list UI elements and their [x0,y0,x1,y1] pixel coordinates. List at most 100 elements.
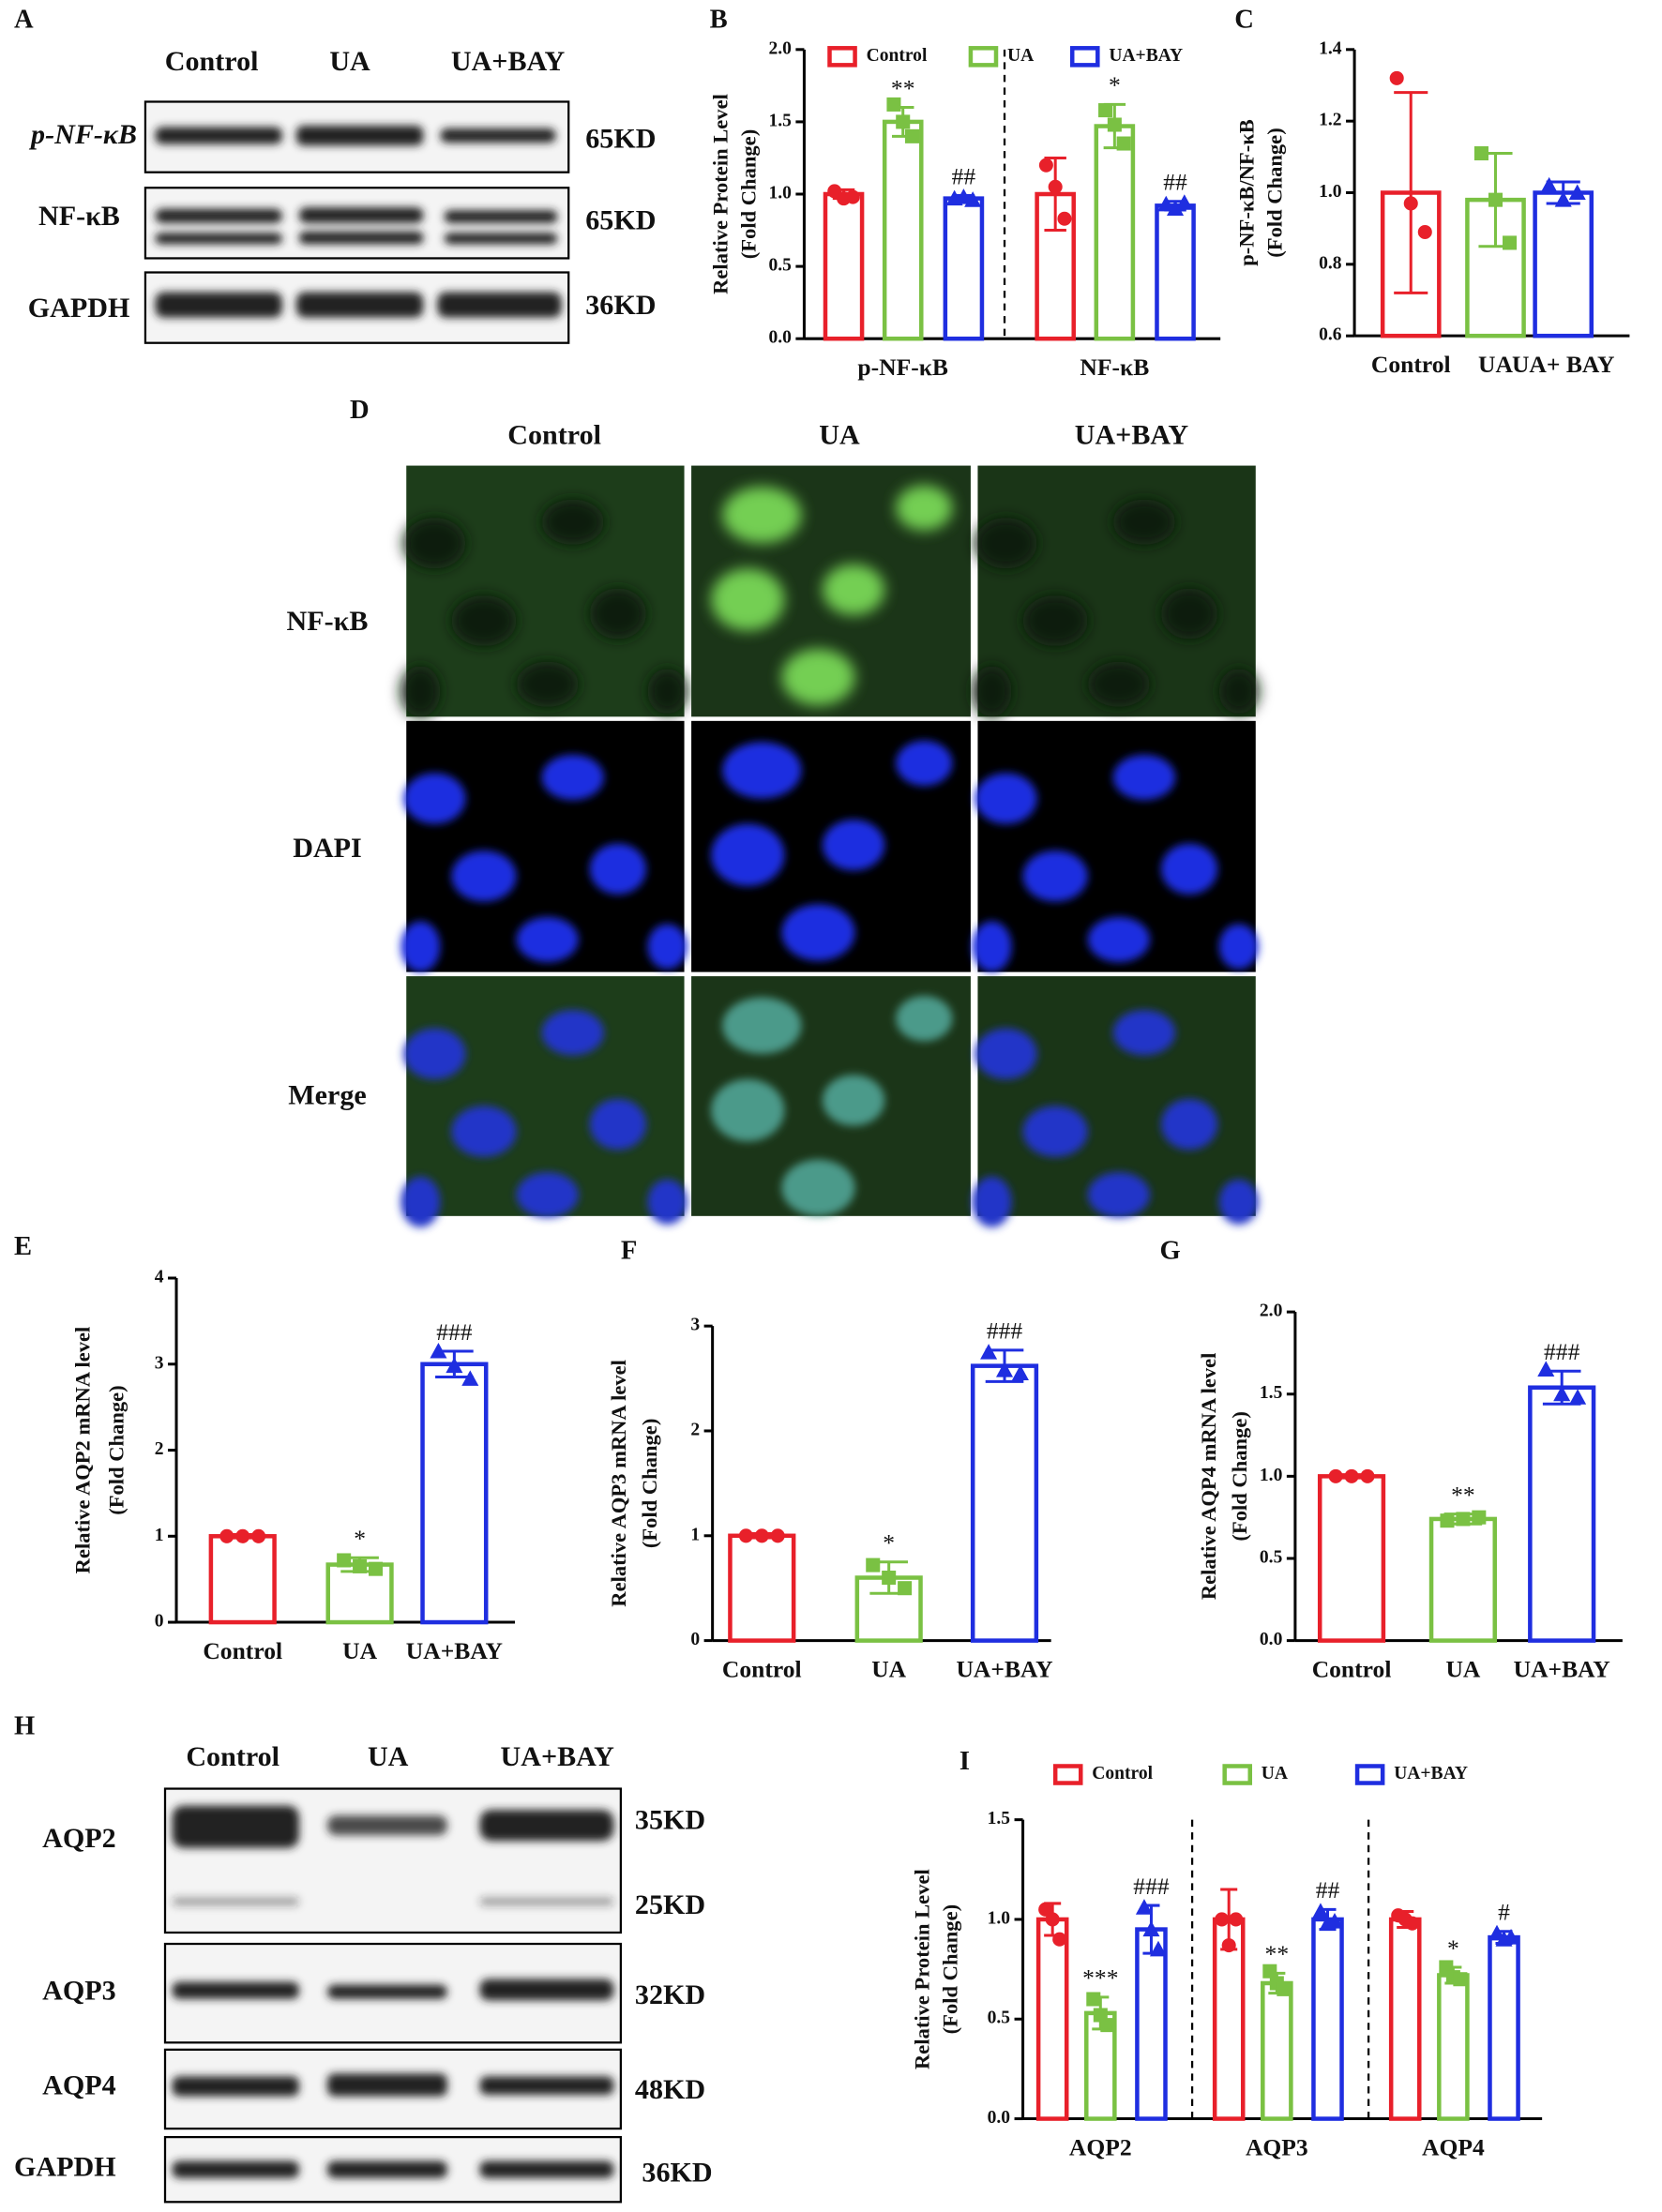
size-label: 35KD [635,1804,705,1836]
y-tick-label: 3 [690,1316,700,1335]
y-axis-label: Relative Protein Level [708,94,732,294]
significance-label: ## [1316,1876,1340,1904]
y-tick-label: 1.0 [768,183,792,203]
panel-label: B [710,5,728,34]
blot-h: Control UA UA+BAY AQP2 AQP3 AQP4 GAPDH 3… [14,1740,713,2204]
data-point [1100,2018,1115,2033]
data-point [235,1528,250,1543]
y-tick-label: 1.0 [1319,182,1342,202]
data-point [1569,1389,1587,1405]
lane-label: UA [368,1740,409,1772]
size-label: 36KD [585,289,656,321]
data-point [845,189,860,204]
significance-label: ** [1451,1481,1475,1508]
data-point [1221,1938,1236,1953]
bar [1035,1917,1069,2121]
row-label: GAPDH [28,292,130,324]
y-tick-label: 2.0 [1260,1302,1283,1321]
chart: 0 1 2 3 4 Control UA UA+BAY Relative AQP2 mRNA l… [70,1268,516,1664]
lane-label: Control [165,45,259,77]
panel-label: C [1234,5,1254,34]
panel-label: F [621,1237,637,1266]
bar [1135,1927,1168,2121]
bar [1388,1917,1422,2121]
panel-label: G [1159,1237,1180,1266]
lane-label: UA [329,45,370,77]
data-point [1048,179,1063,194]
micrograph [400,465,687,717]
data-point [1503,235,1518,250]
data-point [1311,1903,1329,1919]
data-point [1553,1385,1571,1402]
x-tick-label: UA+BAY [1514,1656,1610,1683]
data-point [1107,117,1122,132]
data-point [1403,196,1418,211]
bar [1428,1516,1498,1643]
micrograph [972,720,1259,972]
x-tick-label: Control [203,1637,282,1664]
panel-label: E [14,1232,32,1261]
data-point [1175,194,1193,210]
y-axis-label: (Fold Change) [736,129,760,259]
x-tick-label: NF-κB [1080,354,1149,381]
y-axis-label: (Fold Change) [939,1904,962,2034]
x-tick-label: UA+BAY [956,1656,1052,1683]
bar [1261,1980,1293,2121]
size-label: 65KD [585,204,656,236]
x-tick-label: Control [722,1656,802,1683]
bar [1437,1973,1470,2121]
immunofluorescence-d: Control UA UA+BAY NF-κB DAPI Merge [287,418,1259,1227]
data-point [446,1357,463,1374]
size-label: 65KD [585,123,656,155]
data-point [1098,103,1113,118]
size-label: 48KD [635,2073,705,2105]
row-label: GAPDH [14,2151,116,2183]
x-tick-label: AQP2 [1069,2134,1132,2161]
y-tick-label: 1.5 [988,1809,1011,1828]
bar [420,1362,489,1625]
data-point [461,1370,479,1386]
y-tick-label: 2 [155,1439,164,1459]
data-point [1325,1913,1344,1929]
data-point [955,188,973,204]
blot-a: Control UA UA+BAY p-NF-κB NF-κB GAPDH 65… [28,45,656,344]
y-tick-label: 1 [155,1526,164,1545]
significance-label: * [1447,1934,1459,1962]
panel-label: H [14,1711,35,1740]
panel-label: A [14,5,34,34]
y-tick-label: 0 [155,1612,164,1632]
y-axis-label: Relative Protein Level [910,1869,933,2069]
row-label: AQP4 [42,2069,116,2100]
data-point [882,1570,897,1586]
legend-label: UA+BAY [1394,1764,1468,1783]
bar [1311,1917,1344,2121]
data-point [1052,1932,1067,1947]
y-axis-label: (Fold Change) [1228,1411,1251,1541]
data-point [1328,1468,1343,1483]
data-point [1157,195,1175,212]
bar [970,1363,1039,1643]
chart: 0.0 0.5 1.0 1.5 2.0 p-NF-κB NF-κB Relative Prot… [708,38,1221,381]
data-point [1405,1916,1420,1931]
lane-label: UA+BAY [501,1740,615,1772]
y-tick-label: 1.4 [1319,38,1342,58]
data-point [1142,1920,1160,1937]
row-label: DAPI [293,832,362,864]
column-label: UA+BAY [1075,418,1189,450]
micrograph [691,720,971,972]
significance-label: * [1109,71,1121,98]
legend-label: UA [1007,46,1034,66]
x-tick-label: UA [1478,351,1513,378]
bar [882,119,924,341]
chart: 0.0 0.5 1.0 1.5 AQP2 AQP3 AQP4 Relative Protein… [910,1764,1543,2161]
data-point [219,1528,234,1543]
data-point [430,1342,447,1359]
y-axis-label: Relative AQP3 mRNA level [607,1360,630,1607]
data-point [1086,1992,1101,2007]
chart: 0 1 2 3 Control UA UA+BAY Relative AQP3 mRNA le… [607,1316,1053,1683]
size-label: 25KD [635,1888,705,1920]
y-tick-label: 0.6 [1319,325,1342,345]
data-point [1167,200,1185,216]
x-tick-label: Control [1371,351,1451,378]
data-point [896,114,911,129]
